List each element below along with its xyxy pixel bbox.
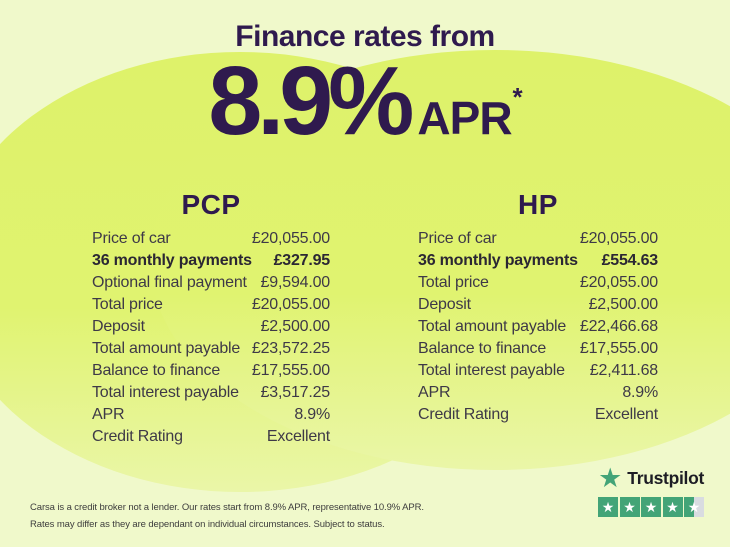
table-row: Total amount payable £22,466.68 [418, 316, 658, 338]
row-label: Total amount payable [418, 318, 567, 335]
table-row: Deposit £2,500.00 [418, 294, 658, 316]
hp-header: HP [518, 189, 558, 220]
rating-star-box: ★ [662, 497, 683, 517]
rating-star-box: ★ [641, 497, 661, 517]
row-label: APR [92, 406, 125, 423]
table-row: Balance to finance £17,555.00 [418, 338, 658, 360]
table-row: APR 8.9% [418, 382, 658, 404]
row-value: £3,517.25 [260, 384, 331, 401]
headline-rate: 8.9% APR* [0, 50, 730, 152]
row-value: £20,055.00 [579, 230, 658, 247]
table-row: Total price £20,055.00 [418, 272, 658, 294]
row-value: £9,594.00 [260, 274, 331, 291]
table-row: Price of car £20,055.00 [92, 228, 330, 250]
disclaimer-line-2: Rates may differ as they are dependant o… [30, 519, 385, 530]
row-value: Excellent [594, 406, 658, 423]
rate-value: 8.9% [208, 46, 414, 155]
hp-table: Price of car £20,055.00 36 monthly paymen… [418, 228, 658, 426]
pcp-header: PCP [181, 189, 241, 220]
trustpilot-rating-4-5-stars: ★ ★ ★ ★ ★ [598, 497, 704, 517]
table-row: Deposit £2,500.00 [92, 316, 330, 338]
row-label: Price of car [418, 230, 497, 247]
rating-star-box-half: ★ [684, 497, 704, 517]
row-label: Deposit [92, 318, 145, 335]
row-label: Credit Rating [92, 428, 183, 445]
disclaimer: Carsa is a credit broker not a lender. O… [30, 499, 424, 533]
row-label: Total amount payable [92, 340, 241, 357]
rating-star-box: ★ [598, 497, 618, 517]
row-value: £2,411.68 [589, 362, 658, 379]
row-value: 8.9% [622, 384, 658, 401]
table-row: Total interest payable £2,411.68 [418, 360, 658, 382]
row-value: £22,466.68 [579, 318, 658, 335]
row-value: £20,055.00 [251, 230, 330, 247]
row-label: Balance to finance [92, 362, 221, 379]
table-row: Optional final payment £9,594.00 [92, 272, 330, 294]
row-label: 36 monthly payments [92, 252, 252, 269]
table-row: Credit Rating Excellent [418, 404, 658, 426]
row-value: £327.95 [273, 252, 331, 269]
row-label: Balance to finance [418, 340, 547, 357]
table-row: Price of car £20,055.00 [418, 228, 658, 250]
row-value: £17,555.00 [579, 340, 658, 357]
row-label: Total price [92, 296, 163, 313]
disclaimer-line-1: Carsa is a credit broker not a lender. O… [30, 502, 424, 513]
row-label: Price of car [92, 230, 171, 247]
rate-asterisk: * [512, 82, 523, 112]
table-row: APR 8.9% [92, 404, 330, 426]
row-value: £20,055.00 [251, 296, 330, 313]
table-row: Total price £20,055.00 [92, 294, 330, 316]
pcp-column: PCP Price of car £20,055.00 36 monthly pa… [92, 189, 330, 448]
row-label: Total price [418, 274, 489, 291]
row-value: £2,500.00 [588, 296, 659, 313]
trustpilot-star-icon: ★ [598, 463, 623, 493]
table-row: 36 monthly payments £327.95 [92, 250, 330, 272]
table-row: Total amount payable £23,572.25 [92, 338, 330, 360]
trustpilot-logo: ★ Trustpilot [598, 465, 704, 492]
row-value: £2,500.00 [260, 318, 331, 335]
row-label: Total interest payable [92, 384, 239, 401]
table-row: 36 monthly payments £554.63 [418, 250, 658, 272]
row-value: Excellent [266, 428, 330, 445]
table-row: Credit Rating Excellent [92, 426, 330, 448]
pcp-table: Price of car £20,055.00 36 monthly paymen… [92, 228, 330, 448]
row-value: £20,055.00 [579, 274, 658, 291]
row-label: Deposit [418, 296, 471, 313]
rate-apr-label: APR [417, 92, 512, 144]
row-value: 8.9% [294, 406, 330, 423]
row-value: £554.63 [601, 252, 659, 269]
trustpilot-wordmark: Trustpilot [627, 468, 704, 488]
table-row: Total interest payable £3,517.25 [92, 382, 330, 404]
row-label: Total interest payable [418, 362, 565, 379]
row-label: Credit Rating [418, 406, 509, 423]
row-label: APR [418, 384, 451, 401]
banner-title: Finance rates from [235, 20, 495, 53]
row-value: £23,572.25 [251, 340, 330, 357]
table-row: Balance to finance £17,555.00 [92, 360, 330, 382]
row-label: 36 monthly payments [418, 252, 578, 269]
row-label: Optional final payment [92, 274, 247, 291]
background-blob-right [150, 50, 730, 470]
row-value: £17,555.00 [251, 362, 330, 379]
rate-suffix: APR* [417, 82, 523, 145]
hp-column: HP Price of car £20,055.00 36 monthly pay… [418, 189, 658, 426]
rating-star-box: ★ [619, 497, 640, 517]
trustpilot-badge: ★ Trustpilot ★ ★ ★ ★ ★ [598, 465, 704, 517]
